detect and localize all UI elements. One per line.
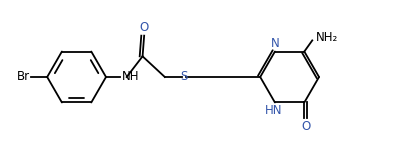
Text: HN: HN [265, 104, 283, 117]
Text: NH₂: NH₂ [316, 31, 338, 44]
Text: O: O [140, 21, 149, 34]
Text: S: S [180, 71, 187, 83]
Text: Br: Br [18, 71, 31, 83]
Text: N: N [271, 37, 280, 50]
Text: O: O [301, 120, 310, 133]
Text: NH: NH [122, 71, 139, 83]
